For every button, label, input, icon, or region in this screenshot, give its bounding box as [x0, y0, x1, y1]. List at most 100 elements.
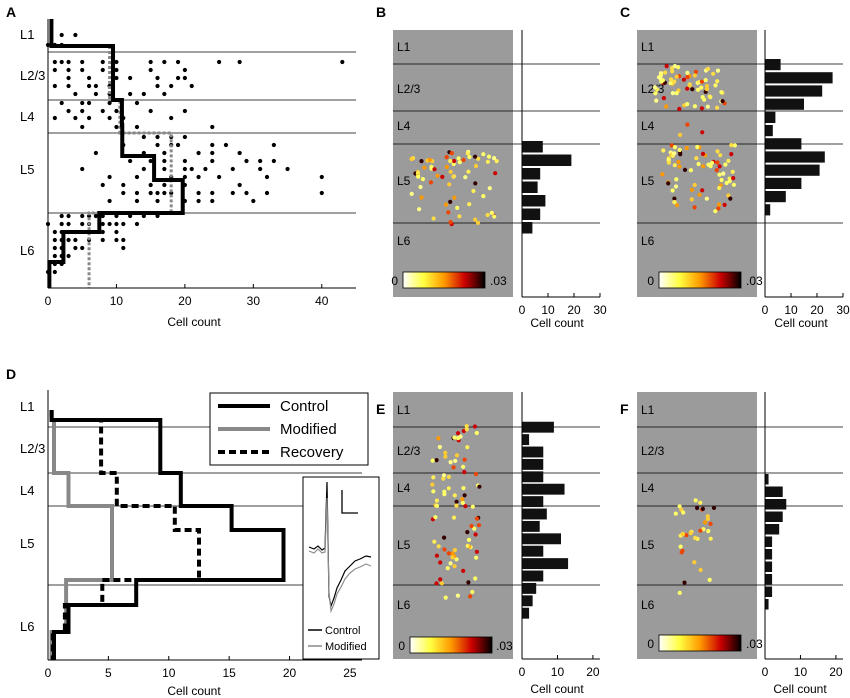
cell-dot: [80, 67, 85, 73]
cell-dot: [196, 198, 201, 204]
layer-label-l1: L1: [397, 403, 411, 417]
cell-dot: [692, 73, 698, 78]
cell-dot: [100, 237, 105, 243]
cell-dot: [481, 194, 486, 199]
cell-dot: [713, 83, 718, 88]
cell-dot: [717, 172, 722, 177]
panel-label-b: B: [376, 4, 386, 20]
cell-dot: [710, 160, 715, 165]
cell-dot: [715, 79, 720, 84]
layer-label-l2-3: L2/3: [20, 68, 45, 83]
layer-label-l6: L6: [641, 234, 655, 248]
cell-dot: [189, 166, 194, 172]
histogram-bar: [522, 558, 569, 570]
cell-dot: [464, 424, 469, 429]
layer-label-l6: L6: [641, 598, 655, 612]
cell-dot: [698, 567, 703, 573]
cell-dot: [466, 580, 471, 585]
cell-dot: [700, 188, 705, 193]
cell-dot: [155, 134, 160, 140]
cell-dot: [473, 576, 478, 581]
cell-dot: [237, 59, 242, 65]
cell-dot: [66, 213, 71, 219]
cell-dot: [468, 594, 473, 599]
cell-dot: [685, 75, 690, 80]
histogram-bar: [765, 599, 769, 610]
cell-dot: [93, 213, 99, 219]
cell-dot: [462, 457, 467, 462]
cell-dot: [466, 537, 472, 543]
cell-dot: [660, 78, 666, 83]
cell-dot: [704, 87, 710, 92]
cell-dot: [672, 200, 677, 205]
cell-dot: [438, 577, 443, 582]
cell-dot: [285, 166, 290, 172]
histogram-bar: [765, 191, 786, 203]
cell-dot: [444, 164, 449, 170]
cell-dot: [93, 150, 99, 156]
cell-dot: [715, 68, 721, 73]
cell-dot: [196, 174, 201, 180]
cell-dot: [688, 168, 694, 173]
cell-dot: [677, 504, 682, 509]
cell-dot: [463, 504, 468, 509]
histogram-bar: [765, 511, 783, 522]
cell-dot: [100, 67, 105, 73]
cell-dot: [699, 79, 705, 84]
x-tick-label-5: 5: [105, 666, 112, 680]
cell-dot: [692, 205, 697, 210]
cell-dot: [460, 500, 465, 505]
cell-dot: [175, 142, 181, 148]
cell-dot: [436, 544, 441, 549]
histogram-bar: [765, 125, 773, 137]
cell-dot: [673, 511, 678, 516]
cell-dot: [730, 169, 735, 174]
cell-dot: [162, 150, 167, 156]
cell-dot: [693, 498, 698, 503]
cell-dot: [80, 100, 85, 106]
cell-dot: [182, 108, 187, 114]
cell-dot: [456, 156, 461, 161]
x-tick-label-0: 0: [762, 303, 769, 317]
x-tick-label-15: 15: [222, 666, 236, 680]
cell-dot: [703, 520, 708, 525]
cell-dot: [86, 83, 92, 89]
histogram-bar: [765, 586, 773, 597]
cell-dot: [438, 560, 443, 565]
cell-dot: [492, 214, 497, 219]
cell-dot: [134, 174, 140, 180]
cell-dot: [674, 91, 679, 96]
cell-dot: [717, 185, 722, 191]
cell-dot: [107, 198, 112, 204]
cell-dot: [689, 187, 695, 192]
cell-dot: [148, 67, 153, 73]
cell-dot: [162, 182, 167, 188]
cell-dot: [52, 237, 57, 243]
cell-dot: [461, 157, 466, 163]
cell-dot: [669, 143, 674, 148]
histogram-bar: [522, 471, 544, 483]
cell-dot: [452, 493, 457, 498]
cell-dot: [182, 75, 187, 81]
cell-dot: [148, 158, 153, 164]
panel-b: L1 L2/3 L4 L5 L6 0 .03 0 10 20 30 Cell count: [391, 30, 607, 330]
cell-dot: [682, 167, 688, 172]
cell-dot: [80, 245, 85, 251]
cell-dot: [319, 190, 324, 196]
cell-dot: [717, 164, 722, 169]
cell-dot: [448, 561, 453, 566]
layer-label-l2-3: L2/3: [397, 444, 421, 458]
cell-dot: [461, 568, 466, 574]
cell-dot: [114, 221, 119, 227]
cell-dot: [697, 192, 702, 197]
cell-dot: [731, 182, 737, 187]
cell-dot: [454, 503, 459, 508]
layer-label-l5: L5: [20, 536, 34, 551]
cell-dot: [210, 150, 215, 156]
cell-dot: [707, 94, 712, 99]
modified-step-line: [49, 410, 114, 660]
cell-dot: [466, 169, 471, 174]
cell-dot: [668, 81, 673, 86]
cell-dot: [416, 174, 421, 179]
cell-dot: [434, 581, 439, 586]
